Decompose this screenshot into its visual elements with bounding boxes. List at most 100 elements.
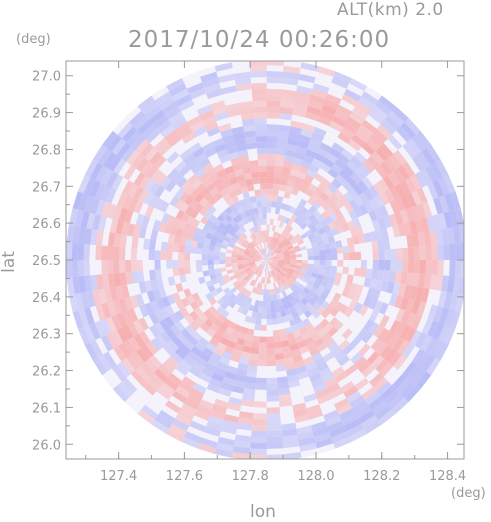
radar-cell xyxy=(309,276,317,283)
radar-cell xyxy=(297,239,305,245)
radar-cell xyxy=(357,360,372,374)
radar-cell xyxy=(279,243,285,249)
radar-cell xyxy=(276,251,283,255)
radar-cell xyxy=(181,212,190,223)
radar-cell xyxy=(220,229,228,237)
radar-cell xyxy=(236,291,243,299)
radar-cell xyxy=(205,327,216,338)
radar-cell xyxy=(355,284,364,295)
radar-cell xyxy=(252,177,260,185)
radar-cell xyxy=(308,298,317,306)
radar-cell xyxy=(344,364,358,377)
radar-cell xyxy=(266,255,272,260)
radar-cell xyxy=(355,405,372,419)
radar-cell xyxy=(116,142,131,159)
radar-cell xyxy=(94,182,106,200)
radar-cell xyxy=(127,308,139,323)
radar-cell xyxy=(263,248,266,255)
radar-cell xyxy=(172,88,190,102)
radar-cell xyxy=(266,260,269,266)
radar-cell xyxy=(278,261,285,264)
radar-cell xyxy=(279,184,287,192)
radar-cell xyxy=(273,177,281,185)
radar-cell xyxy=(449,310,461,329)
radar-cell xyxy=(375,100,392,116)
radar-cell xyxy=(288,174,297,183)
radar-cell xyxy=(449,209,459,228)
radar-cell xyxy=(244,250,251,254)
radar-cell xyxy=(255,383,267,390)
radar-cell xyxy=(218,387,232,397)
radar-cell xyxy=(268,248,271,255)
radar-cell xyxy=(207,305,217,315)
radar-cell xyxy=(191,178,203,189)
radar-cell xyxy=(251,280,257,287)
radar-cell xyxy=(272,261,279,264)
radar-cell xyxy=(272,269,277,276)
radar-cell xyxy=(149,151,163,166)
radar-cell xyxy=(278,393,292,402)
radar-cell xyxy=(358,410,376,424)
radar-cell xyxy=(272,276,277,283)
radar-cell xyxy=(251,201,258,209)
radar-cell xyxy=(269,249,273,255)
radar-cell xyxy=(323,99,339,111)
radar-cell xyxy=(165,180,177,193)
radar-cell xyxy=(261,260,267,263)
radar-cell xyxy=(139,362,154,377)
radar-cell xyxy=(333,320,344,331)
radar-cell xyxy=(262,255,267,260)
radar-cell xyxy=(232,446,251,455)
radar-cell xyxy=(327,183,338,194)
radar-cell xyxy=(348,187,359,199)
radar-cell xyxy=(226,365,238,375)
radar-cell xyxy=(175,364,189,377)
radar-cell xyxy=(282,345,292,354)
radar-cell xyxy=(272,244,277,251)
radar-cell xyxy=(280,270,286,276)
radar-cell xyxy=(341,180,353,192)
radar-cell xyxy=(204,192,214,202)
radar-cell xyxy=(136,157,149,172)
radar-cell xyxy=(209,377,223,388)
radar-cell xyxy=(338,169,351,181)
radar-cell xyxy=(299,442,318,452)
radar-cell xyxy=(90,162,103,181)
radar-cell xyxy=(411,190,423,206)
radar-cell xyxy=(283,282,290,289)
radar-cell xyxy=(119,234,127,248)
radar-cell xyxy=(90,229,98,246)
radar-cell xyxy=(444,193,455,212)
radar-cell xyxy=(399,209,410,224)
radar-cell xyxy=(215,183,226,193)
radar-cell xyxy=(310,226,318,234)
radar-cell xyxy=(316,273,324,281)
radar-cell xyxy=(203,201,213,211)
radar-cell xyxy=(423,273,432,289)
radar-cell xyxy=(143,178,156,193)
radar-cell xyxy=(243,260,249,263)
radar-cell xyxy=(101,201,112,218)
radar-cell xyxy=(270,264,275,270)
radar-cell xyxy=(111,365,127,382)
radar-cell xyxy=(220,425,237,435)
radar-cell xyxy=(145,105,162,120)
radar-cell xyxy=(266,71,284,78)
radar-cell xyxy=(280,101,295,109)
radar-cell xyxy=(249,317,257,324)
radar-cell xyxy=(358,203,369,216)
radar-cell xyxy=(224,214,233,223)
radar-cell xyxy=(178,260,185,268)
radar-cell xyxy=(239,155,250,163)
radar-cell xyxy=(300,128,314,138)
radar-cell xyxy=(297,293,305,301)
radar-cell xyxy=(319,162,331,173)
radar-cell xyxy=(243,124,256,132)
radar-cell xyxy=(194,168,206,179)
radar-cell xyxy=(249,241,256,248)
radar-cell xyxy=(244,266,251,270)
radar-cell xyxy=(311,293,320,302)
radar-cell xyxy=(249,160,259,167)
radar-cell xyxy=(297,300,305,309)
radar-cell xyxy=(207,285,216,293)
